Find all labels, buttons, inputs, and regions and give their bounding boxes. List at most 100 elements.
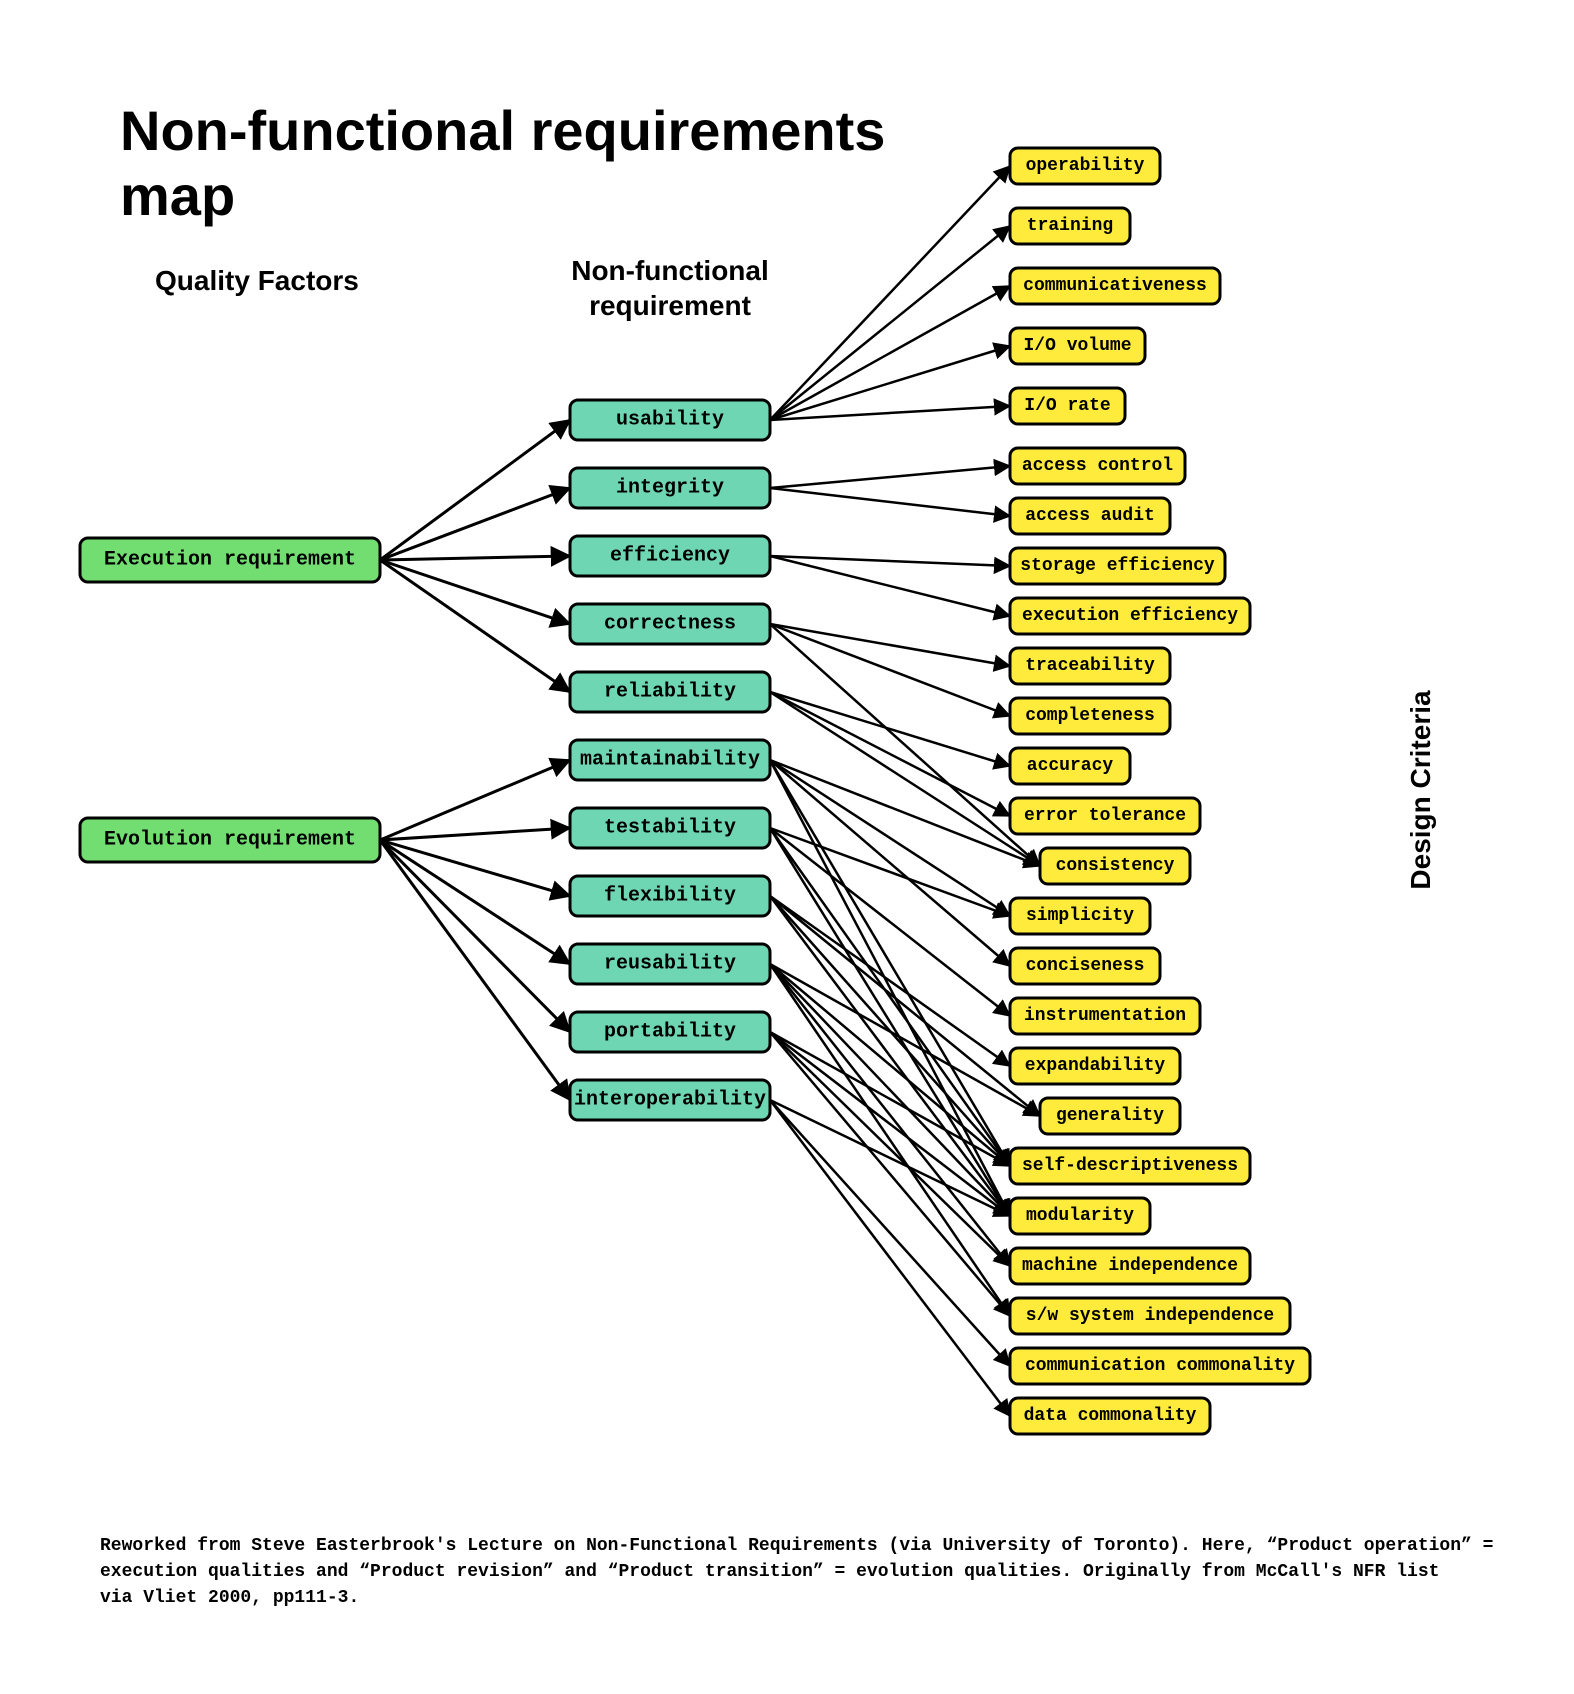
criteria-node-accuracy: accuracy xyxy=(1010,748,1130,784)
criteria-node-exec_eff: execution efficiency xyxy=(1010,598,1250,634)
nfr-node-flexibility: flexibility xyxy=(570,876,770,916)
criteria-node-label: error tolerance xyxy=(1024,806,1186,826)
footnote-line-2: via Vliet 2000, pp111-3. xyxy=(100,1588,359,1608)
edge-maintainability-consistency xyxy=(770,760,1040,866)
edge-maintainability-simplicity xyxy=(770,760,1010,916)
edge-usability-training xyxy=(770,226,1010,420)
criteria-node-access_control: access control xyxy=(1010,448,1185,484)
criteria-node-label: traceability xyxy=(1025,656,1155,676)
quality-node-label: Execution requirement xyxy=(104,549,356,572)
criteria-node-communicativeness: communicativeness xyxy=(1010,268,1220,304)
edge-correctness-traceability xyxy=(770,624,1010,666)
criteria-node-label: operability xyxy=(1026,156,1145,176)
nfr-node-portability: portability xyxy=(570,1012,770,1052)
heading-criteria: Design Criteria xyxy=(1405,690,1436,890)
criteria-node-label: modularity xyxy=(1026,1206,1134,1226)
criteria-node-label: execution efficiency xyxy=(1022,606,1238,626)
edge-execution-correctness xyxy=(380,560,570,624)
edge-execution-efficiency xyxy=(380,556,570,560)
criteria-node-comm_common: communication commonality xyxy=(1010,1348,1310,1384)
criteria-node-label: s/w system independence xyxy=(1026,1306,1274,1326)
criteria-node-instrumentation: instrumentation xyxy=(1010,998,1200,1034)
nfr-node-label: usability xyxy=(616,409,724,432)
nfr-node-reusability: reusability xyxy=(570,944,770,984)
criteria-node-modularity: modularity xyxy=(1010,1198,1150,1234)
edge-portability-sw_ind xyxy=(770,1032,1010,1316)
criteria-node-io_rate: I/O rate xyxy=(1010,388,1125,424)
criteria-node-label: expandability xyxy=(1025,1056,1166,1076)
criteria-node-operability: operability xyxy=(1010,148,1160,184)
edge-integrity-access_control xyxy=(770,466,1010,488)
footnote-line-0: Reworked from Steve Easterbrook's Lectur… xyxy=(100,1536,1493,1556)
criteria-node-generality: generality xyxy=(1040,1098,1180,1134)
criteria-node-conciseness: conciseness xyxy=(1010,948,1160,984)
criteria-node-error_tol: error tolerance xyxy=(1010,798,1200,834)
nfr-node-label: reusability xyxy=(604,953,736,976)
edge-evolution-testability xyxy=(380,828,570,840)
quality-node-execution: Execution requirement xyxy=(80,538,380,582)
edges-layer xyxy=(380,166,1040,1416)
criteria-node-label: data commonality xyxy=(1024,1406,1197,1426)
criteria-node-data_common: data commonality xyxy=(1010,1398,1210,1434)
criteria-node-label: machine independence xyxy=(1022,1256,1238,1276)
edge-maintainability-self_desc xyxy=(770,760,1010,1166)
criteria-node-label: communication commonality xyxy=(1025,1356,1295,1376)
criteria-node-label: generality xyxy=(1056,1106,1164,1126)
criteria-node-label: instrumentation xyxy=(1024,1006,1186,1026)
criteria-node-mach_ind: machine independence xyxy=(1010,1248,1250,1284)
nfr-node-reliability: reliability xyxy=(570,672,770,712)
criteria-node-label: accuracy xyxy=(1027,756,1114,776)
edge-integrity-access_audit xyxy=(770,488,1010,516)
criteria-node-io_volume: I/O volume xyxy=(1010,328,1145,364)
criteria-node-traceability: traceability xyxy=(1010,648,1170,684)
edge-flexibility-modularity xyxy=(770,896,1010,1216)
nfr-node-testability: testability xyxy=(570,808,770,848)
nfr-node-label: interoperability xyxy=(574,1089,766,1112)
quality-node-evolution: Evolution requirement xyxy=(80,818,380,862)
criteria-node-label: I/O rate xyxy=(1024,396,1110,416)
criteria-node-access_audit: access audit xyxy=(1010,498,1170,534)
criteria-node-sw_ind: s/w system independence xyxy=(1010,1298,1290,1334)
nfr-node-integrity: integrity xyxy=(570,468,770,508)
criteria-node-label: I/O volume xyxy=(1023,336,1131,356)
edge-evolution-maintainability xyxy=(380,760,570,840)
nfr-node-label: portability xyxy=(604,1021,736,1044)
nfr-node-label: reliability xyxy=(604,681,736,704)
edge-reusability-modularity xyxy=(770,964,1010,1216)
criteria-node-label: simplicity xyxy=(1026,906,1134,926)
nfr-node-label: testability xyxy=(604,817,736,840)
nfr-node-usability: usability xyxy=(570,400,770,440)
nfr-node-label: correctness xyxy=(604,613,736,636)
page-title-line2: map xyxy=(120,164,235,227)
criteria-node-simplicity: simplicity xyxy=(1010,898,1150,934)
criteria-node-label: storage efficiency xyxy=(1020,556,1215,576)
criteria-node-consistency: consistency xyxy=(1040,848,1190,884)
criteria-node-label: completeness xyxy=(1025,706,1155,726)
edge-execution-integrity xyxy=(380,488,570,560)
nfr-node-label: flexibility xyxy=(604,885,736,908)
criteria-node-training: training xyxy=(1010,208,1130,244)
quality-node-label: Evolution requirement xyxy=(104,829,356,852)
footnote-line-1: execution qualities and “Product revisio… xyxy=(100,1562,1439,1582)
nfr-node-efficiency: efficiency xyxy=(570,536,770,576)
nfr-node-maintainability: maintainability xyxy=(570,740,770,780)
edge-execution-reliability xyxy=(380,560,570,692)
criteria-node-label: communicativeness xyxy=(1023,276,1207,296)
nfr-node-interoperability: interoperability xyxy=(570,1080,770,1120)
edge-evolution-interoperability xyxy=(380,840,570,1100)
criteria-node-completeness: completeness xyxy=(1010,698,1170,734)
heading-quality: Quality Factors xyxy=(155,265,359,296)
criteria-node-label: access audit xyxy=(1025,506,1155,526)
criteria-node-label: self-descriptiveness xyxy=(1022,1156,1238,1176)
edge-execution-usability xyxy=(380,420,570,560)
nfr-node-label: maintainability xyxy=(580,749,760,772)
edge-evolution-reusability xyxy=(380,840,570,964)
heading-nfr-line1: Non-functional xyxy=(571,255,769,286)
heading-nfr-line2: requirement xyxy=(589,290,751,321)
criteria-node-storage_eff: storage efficiency xyxy=(1010,548,1225,584)
criteria-node-label: consistency xyxy=(1056,856,1175,876)
criteria-node-label: training xyxy=(1027,216,1113,236)
criteria-node-label: conciseness xyxy=(1026,956,1145,976)
nfr-node-correctness: correctness xyxy=(570,604,770,644)
criteria-node-label: access control xyxy=(1022,456,1173,476)
